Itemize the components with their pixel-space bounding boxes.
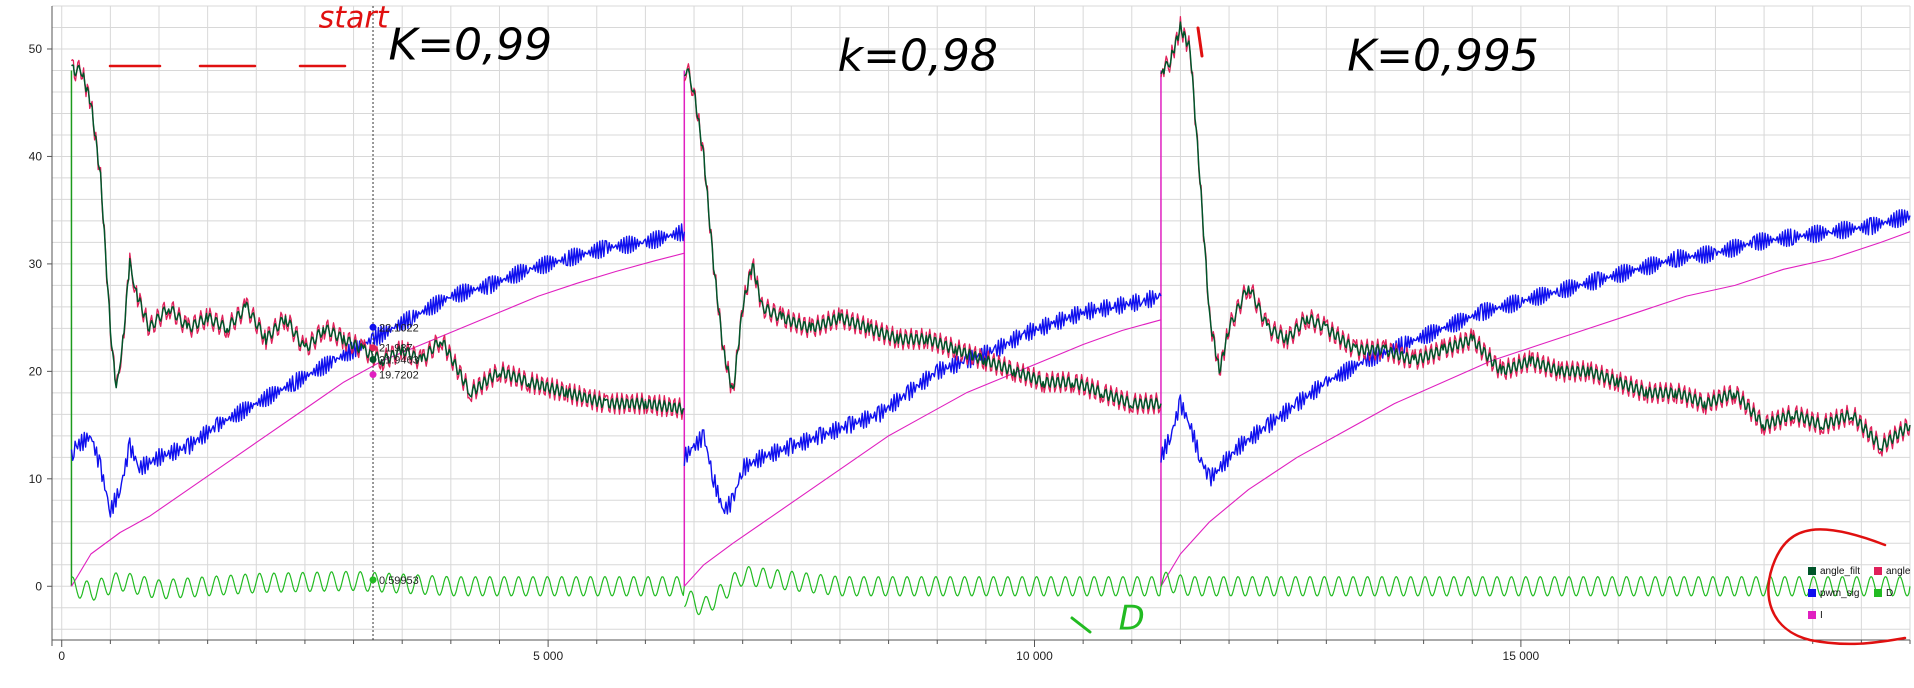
y-tick-label: 40: [29, 149, 43, 163]
cursor-value-label: 19.7202: [379, 370, 419, 382]
annotation-stroke: [1070, 616, 1092, 634]
x-tick-label: 15 000: [1503, 649, 1540, 663]
series-line-pwm-sig: [683, 289, 1162, 515]
series-line-I: [71, 252, 685, 587]
cursor-value-label: 0.59953: [379, 575, 419, 587]
series-line-I: [683, 319, 1162, 587]
annotation-text: k=0,98: [838, 30, 998, 81]
series-line-pwm-sig: [70, 223, 685, 518]
annotation-circle: [1767, 528, 1907, 646]
series-line-I: [1160, 231, 1911, 587]
x-tick-label: 10 000: [1016, 649, 1053, 663]
legend-swatch: [1808, 567, 1816, 575]
x-tick-label: 5 000: [533, 649, 563, 663]
cursor-point: [369, 576, 377, 584]
legend-label: pwm_sig: [1820, 588, 1859, 599]
cursor-value-label: 21.9463: [379, 355, 419, 367]
cursor-point: [369, 356, 377, 364]
y-tick-label: 50: [29, 42, 43, 56]
legend-swatch: [1874, 589, 1882, 597]
series-line-D: [71, 570, 685, 601]
cursor-value-label: 22.1022: [379, 322, 419, 334]
y-tick-label: 10: [29, 472, 43, 486]
legend: angle_filt angle pwm_sig D I: [1808, 566, 1911, 621]
cursor-point: [369, 371, 377, 379]
series-line-angle: [1160, 16, 1911, 457]
annotation-text: K=0,995: [1347, 30, 1539, 81]
cursor-value-label: 21.937: [379, 343, 413, 355]
x-tick-label: 0: [58, 649, 65, 663]
annotation-text: D: [1119, 598, 1145, 638]
legend-swatch: [1874, 567, 1882, 575]
annotation-text: start: [319, 0, 390, 35]
axes: 0 10 20 30 40 50 0 5 000 10 000 15 000: [29, 6, 1911, 663]
cursor-point: [369, 344, 377, 352]
series-line-pwm-sig: [1160, 209, 1911, 487]
cursor-point: [369, 323, 377, 331]
series-line-angle-filt: [1160, 21, 1911, 452]
annotation-tick: [1196, 26, 1204, 58]
legend-label: D: [1886, 588, 1893, 599]
series-line-D: [1160, 571, 1911, 597]
y-tick-label: 30: [29, 257, 43, 271]
segment-boundaries: [70, 70, 1162, 587]
legend-swatch: [1808, 611, 1816, 619]
y-tick-label: 0: [35, 579, 42, 593]
legend-label: I: [1820, 610, 1823, 621]
series-line-D: [683, 566, 1162, 616]
annotation-text: K=0,99: [388, 20, 552, 71]
series-line-angle-filt: [683, 68, 1162, 410]
legend-swatch: [1808, 589, 1816, 597]
y-tick-label: 20: [29, 364, 43, 378]
legend-label: angle_filt: [1820, 566, 1860, 577]
legend-label: angle: [1886, 566, 1911, 577]
